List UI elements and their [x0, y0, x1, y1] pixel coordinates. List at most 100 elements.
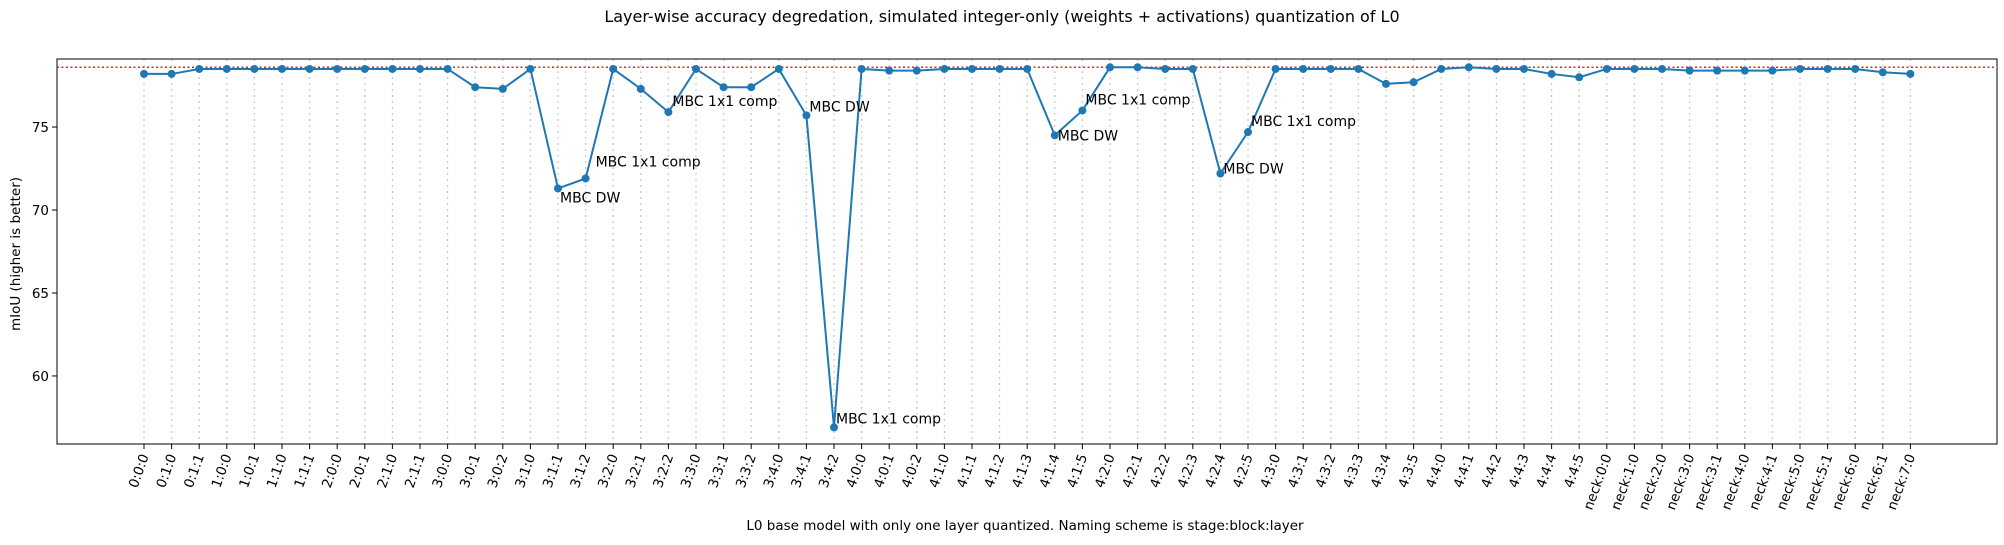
x-tick-label: 2:0:1	[347, 452, 374, 490]
data-point	[830, 423, 838, 432]
data-point	[498, 84, 507, 93]
x-tick-label: 2:1:1	[402, 452, 429, 490]
data-point	[1823, 64, 1832, 73]
data-point	[1050, 131, 1059, 140]
x-tick-label: 3:3:1	[705, 452, 732, 490]
x-tick-label: 3:2:2	[650, 452, 677, 490]
data-point	[636, 84, 645, 93]
data-point	[1768, 66, 1777, 75]
x-tick-label: 4:3:1	[1285, 452, 1312, 490]
data-point	[388, 64, 397, 73]
data-point	[1437, 64, 1446, 73]
x-tick-label: 4:2:4	[1202, 452, 1229, 490]
x-tick-label: 4:1:1	[954, 452, 981, 490]
data-point	[609, 64, 618, 73]
x-tick-label: 4:3:5	[1395, 452, 1422, 490]
x-tick-label: 4:4:1	[1451, 452, 1478, 490]
y-tick-label: 75	[32, 120, 49, 136]
y-tick-label: 70	[32, 203, 49, 219]
data-point	[278, 64, 286, 73]
data-points	[140, 63, 1915, 432]
x-tick-label: 3:1:1	[540, 452, 567, 490]
x-tick-label: 3:4:2	[816, 452, 843, 490]
data-point	[1575, 73, 1584, 82]
data-point	[1713, 66, 1722, 75]
data-point	[1244, 128, 1252, 137]
data-point	[1796, 64, 1804, 73]
data-point	[1161, 64, 1170, 73]
data-point	[360, 64, 369, 73]
data-point	[416, 64, 424, 73]
data-point	[1299, 64, 1308, 73]
data-point	[1658, 64, 1666, 73]
x-tick-label: 3:2:1	[623, 452, 650, 490]
data-point	[1216, 169, 1225, 178]
x-tick-label: 3:4:0	[761, 452, 788, 490]
data-point	[1078, 106, 1087, 115]
x-tick-label: 3:0:1	[457, 452, 484, 490]
data-point	[333, 64, 342, 73]
data-point	[1602, 64, 1611, 73]
annotation-label: MBC DW	[809, 99, 869, 115]
x-tick-label: 4:1:3	[1009, 452, 1036, 490]
x-tick-label: 3:3:0	[678, 452, 705, 490]
data-point	[664, 108, 673, 117]
data-point	[968, 64, 976, 73]
data-point	[526, 64, 535, 73]
data-point	[1851, 64, 1860, 73]
x-tick-label: 4:4:0	[1423, 452, 1450, 490]
x-tick-label: 2:0:0	[319, 452, 346, 490]
data-point	[1133, 63, 1142, 72]
x-tick-label: 3:4:1	[788, 452, 815, 490]
annotation-label: MBC 1x1 comp	[836, 411, 941, 427]
x-tick-label: 4:0:0	[843, 452, 870, 490]
data-point	[443, 64, 452, 73]
data-point	[719, 83, 728, 92]
ticks: 60 65 70 75 0:0:0 0:1:0 0:1:1 1:0:0 1:0:1 1:1:0 1:…	[32, 120, 1919, 512]
data-point	[857, 64, 866, 73]
x-tick-label: 4:0:2	[899, 452, 926, 490]
x-tick-label: 3:1:2	[567, 452, 594, 490]
data-point	[305, 64, 314, 73]
data-point	[471, 83, 480, 92]
x-tick-label: 4:3:4	[1368, 452, 1395, 490]
data-point	[1188, 64, 1197, 73]
x-tick-label: 4:4:3	[1506, 452, 1533, 490]
x-tick-label: 3:2:0	[595, 452, 622, 490]
data-point	[1685, 66, 1694, 75]
data-point	[912, 66, 921, 75]
x-tick-label: 4:1:4	[1037, 452, 1064, 490]
data-point	[1354, 64, 1363, 73]
x-tick-label: 1:0:0	[209, 452, 236, 490]
x-tick-label: 4:2:2	[1147, 452, 1174, 490]
x-tick-label: 0:1:1	[181, 452, 208, 490]
data-point	[747, 83, 756, 92]
data-point	[1409, 78, 1418, 87]
x-tick-label: 0:0:0	[126, 452, 153, 490]
x-tick-label: 1:1:1	[291, 452, 318, 490]
data-point	[1106, 63, 1114, 72]
x-tick-label: 4:1:0	[926, 452, 953, 490]
x-tick-label: 4:3:0	[1257, 452, 1284, 490]
annotation-label: MBC 1x1 comp	[1085, 92, 1190, 108]
x-tick-label: 4:3:3	[1340, 452, 1367, 490]
annotation-label: MBC 1x1 comp	[1251, 114, 1356, 130]
annotation-label: MBC DW	[1058, 128, 1118, 144]
x-tick-label: 3:0:2	[485, 452, 512, 490]
x-tick-label: 4:4:4	[1533, 452, 1560, 490]
data-point	[581, 174, 590, 183]
annotation-label: MBC DW	[1223, 162, 1283, 178]
data-point	[1023, 64, 1032, 73]
annotation-label: MBC DW	[560, 190, 620, 206]
grid-lines	[143, 59, 1912, 444]
data-point	[140, 69, 148, 78]
annotation-label: MBC 1x1 comp	[672, 94, 777, 110]
x-tick-label: 3:0:0	[429, 452, 456, 490]
data-point	[1271, 64, 1280, 73]
data-point	[1906, 69, 1915, 78]
chart-title: Layer-wise accuracy degredation, simulat…	[604, 7, 1399, 26]
data-point	[1492, 64, 1501, 73]
annotations: MBC DW MBC 1x1 comp MBC 1x1 comp MBC DW MBC …	[560, 92, 1356, 427]
data-point	[1520, 64, 1528, 73]
